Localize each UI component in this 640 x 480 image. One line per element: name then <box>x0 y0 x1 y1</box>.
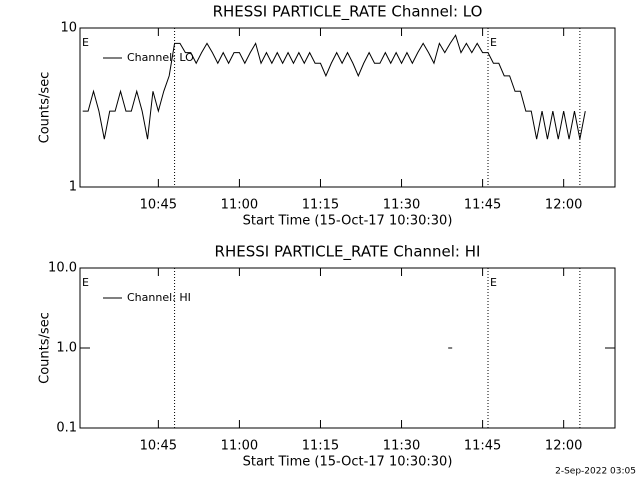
chart-title: RHESSI PARTICLE_RATE Channel: HI <box>215 243 481 262</box>
x-axis-label: Start Time (15-Oct-17 10:30:30) <box>243 455 453 470</box>
plot-frame <box>79 27 616 188</box>
y-tick-label: 1.0 <box>56 341 77 356</box>
legend-label: Channel: LO <box>127 51 194 64</box>
chart-title: RHESSI PARTICLE_RATE Channel: LO <box>213 3 483 22</box>
x-tick-label: 11:00 <box>221 198 258 213</box>
x-tick-label: 11:45 <box>464 439 501 454</box>
x-tick-label: 12:00 <box>545 198 582 213</box>
event-label: E <box>82 276 89 289</box>
x-tick-label: 11:00 <box>221 439 258 454</box>
x-tick-label: 12:00 <box>545 439 582 454</box>
event-label: E <box>490 36 497 49</box>
y-tick-label: 10 <box>60 21 77 36</box>
event-label: E <box>490 276 497 289</box>
data-line <box>82 34 586 140</box>
y-axis-label: Counts/sec <box>38 312 53 384</box>
x-tick-label: 11:15 <box>302 198 339 213</box>
x-tick-label: 11:30 <box>383 439 420 454</box>
event-label: E <box>82 36 89 49</box>
legend-label: Channel: HI <box>127 291 191 304</box>
timestamp: 2-Sep-2022 03:05 <box>555 467 636 477</box>
x-tick-label: 11:15 <box>302 439 339 454</box>
y-tick-label: 10.0 <box>48 261 77 276</box>
y-tick-label: 1 <box>69 180 77 195</box>
x-tick-label: 10:45 <box>140 198 177 213</box>
y-axis-label: Counts/sec <box>38 72 53 144</box>
y-tick-label: 0.1 <box>56 421 77 436</box>
x-tick-label: 11:45 <box>464 198 501 213</box>
x-tick-label: 11:30 <box>383 198 420 213</box>
x-tick-label: 10:45 <box>140 439 177 454</box>
x-axis-label: Start Time (15-Oct-17 10:30:30) <box>243 214 453 229</box>
